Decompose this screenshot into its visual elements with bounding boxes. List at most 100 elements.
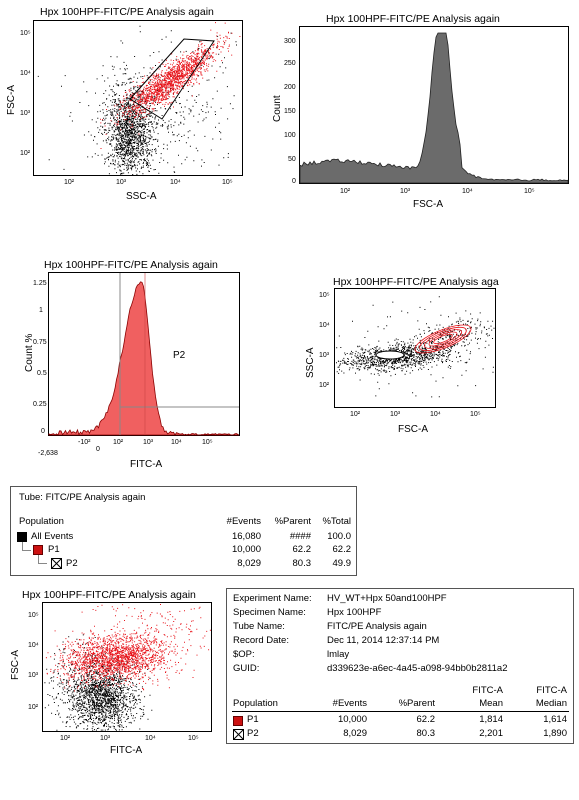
plot1-dots — [37, 22, 241, 175]
plot4-ylabel: SSC-A — [305, 347, 316, 378]
plot2-frame[interactable] — [299, 26, 569, 184]
plot1-xtick: 10² — [64, 179, 75, 186]
hier-row-events: 8,029 — [237, 558, 261, 569]
stats-header-events: #Events — [332, 698, 367, 709]
plot3-ytick: 0 — [41, 428, 45, 435]
plot1-xtick: 10⁵ — [222, 179, 233, 186]
p2-crossed-box-icon — [51, 558, 62, 569]
hier-header-population: Population — [19, 516, 64, 527]
hier-header-events: #Events — [226, 516, 261, 527]
contour-red — [419, 326, 467, 352]
plot4-frame[interactable] — [334, 288, 496, 408]
plot5-frame[interactable] — [42, 602, 212, 732]
stats-header-parent: %Parent — [398, 698, 435, 709]
plot1-title: Hpx 100HPF-FITC/PE Analysis again — [40, 6, 214, 18]
stats-header-median-top: FITC-A — [536, 685, 567, 696]
plot5-xlabel: FITC-A — [110, 745, 143, 756]
tube-name-value: FITC/PE Analysis again — [327, 621, 427, 632]
plot2-xlabel: FSC-A — [413, 199, 443, 210]
plot4-xtick: 10⁵ — [470, 411, 481, 418]
record-date-value: Dec 11, 2014 12:37:14 PM — [327, 635, 440, 646]
plot3-xtick: 10⁴ — [171, 439, 182, 446]
plot3-xtick: -2,638 — [38, 450, 58, 457]
hier-row-name: P2 — [66, 558, 78, 569]
plot5-dots — [44, 604, 211, 731]
plot2-ytick: 250 — [284, 60, 296, 67]
stats-row-name: P2 — [247, 728, 259, 739]
plot2-ytick: 0 — [292, 178, 296, 185]
stats-row-median: 1,614 — [543, 714, 567, 725]
plot5-title: Hpx 100HPF-FITC/PE Analysis again — [22, 589, 196, 601]
operator-value: lmlay — [327, 649, 350, 660]
plot3-gate-label: P2 — [173, 350, 186, 361]
plot2-ytick: 100 — [284, 132, 296, 139]
plot3-frame[interactable]: P2 — [48, 272, 240, 436]
plot5-ytick: 10⁴ — [28, 642, 39, 649]
fsc-histogram-area — [299, 32, 569, 184]
hier-row-parent: 80.3 — [292, 558, 312, 569]
contour-red — [414, 324, 472, 354]
p1-color-swatch — [233, 716, 243, 726]
info-key: GUID: — [233, 663, 260, 674]
hier-row-total: 62.2 — [332, 544, 352, 555]
population-hierarchy-panel: Tube: FITC/PE Analysis again Population … — [10, 486, 357, 576]
p1-gate-polygon — [129, 38, 215, 120]
info-key: Experiment Name: — [233, 593, 312, 604]
plot4-xtick: 10³ — [390, 411, 401, 418]
plot4-title: Hpx 100HPF-FITC/PE Analysis aga — [333, 276, 499, 288]
plot4-ytick: 10³ — [319, 352, 330, 359]
plot1-ytick: 10² — [20, 150, 31, 157]
plot4-ytick: 10⁵ — [319, 292, 330, 299]
stats-header-mean: Mean — [479, 698, 503, 709]
plot1-xlabel: SSC-A — [126, 191, 157, 202]
stats-header-population: Population — [233, 698, 278, 709]
contour-red — [428, 331, 458, 347]
plot2-ytick: 150 — [284, 108, 296, 115]
stats-row-events: 8,029 — [343, 728, 367, 739]
info-key: Tube Name: — [233, 621, 285, 632]
plot4-ytick: 10² — [319, 382, 330, 389]
hier-header-parent: %Parent — [274, 516, 311, 527]
plot2-title: Hpx 100HPF-FITC/PE Analysis again — [326, 13, 500, 25]
plot3-ytick: 1 — [39, 307, 43, 314]
plot3-xtick: 10⁵ — [202, 439, 213, 446]
plot4-ytick: 10⁴ — [319, 322, 330, 329]
plot2-ylabel: Count — [272, 95, 283, 122]
plot1-ylabel: FSC-A — [6, 85, 17, 115]
plot3-xtick: 0 — [96, 446, 100, 453]
stats-header-mean-top: FITC-A — [472, 685, 503, 696]
plot2-xtick: 10⁵ — [524, 188, 535, 195]
plot5-ytick: 10⁵ — [28, 612, 39, 619]
plot3-ytick: 0.25 — [33, 401, 47, 408]
plot5-ylabel: FSC-A — [10, 650, 21, 680]
plot5-xtick: 10² — [60, 735, 71, 742]
stats-row-mean: 2,201 — [479, 728, 503, 739]
plot1-ytick: 10⁴ — [20, 70, 31, 77]
plot1-xtick: 10⁴ — [170, 179, 181, 186]
plot2-ytick: 50 — [288, 156, 296, 163]
hier-row-events: 10,000 — [231, 544, 261, 555]
plot3-title: Hpx 100HPF-FITC/PE Analysis again — [44, 259, 218, 271]
plot5-xtick: 10⁵ — [188, 735, 199, 742]
stats-header-median: Median — [535, 698, 567, 709]
hier-row-events: 16,080 — [231, 531, 261, 542]
plot2-ytick: 300 — [284, 38, 296, 45]
stats-row-parent: 80.3 — [416, 728, 436, 739]
all-events-color-swatch — [17, 532, 27, 542]
plot1-ytick: 10³ — [20, 110, 31, 117]
contour-black — [375, 350, 405, 360]
info-key: $OP: — [233, 649, 255, 660]
plot2-ytick: 200 — [284, 84, 296, 91]
plot5-xtick: 10³ — [100, 735, 111, 742]
stats-row-events: 10,000 — [337, 714, 367, 725]
plot2-histogram — [299, 32, 569, 184]
contour-red — [423, 329, 463, 349]
specimen-name-value: Hpx 100HPF — [327, 607, 382, 618]
stats-row-parent: 62.2 — [416, 714, 436, 725]
plot3-ytick: 0.5 — [37, 370, 47, 377]
plot1-xtick: 10³ — [116, 179, 127, 186]
stats-row-median: 1,890 — [543, 728, 567, 739]
plot2-xtick: 10⁴ — [462, 188, 473, 195]
experiment-name-value: HV_WT+Hpx 50and100HPF — [327, 593, 447, 604]
plot1-frame[interactable] — [33, 20, 243, 176]
